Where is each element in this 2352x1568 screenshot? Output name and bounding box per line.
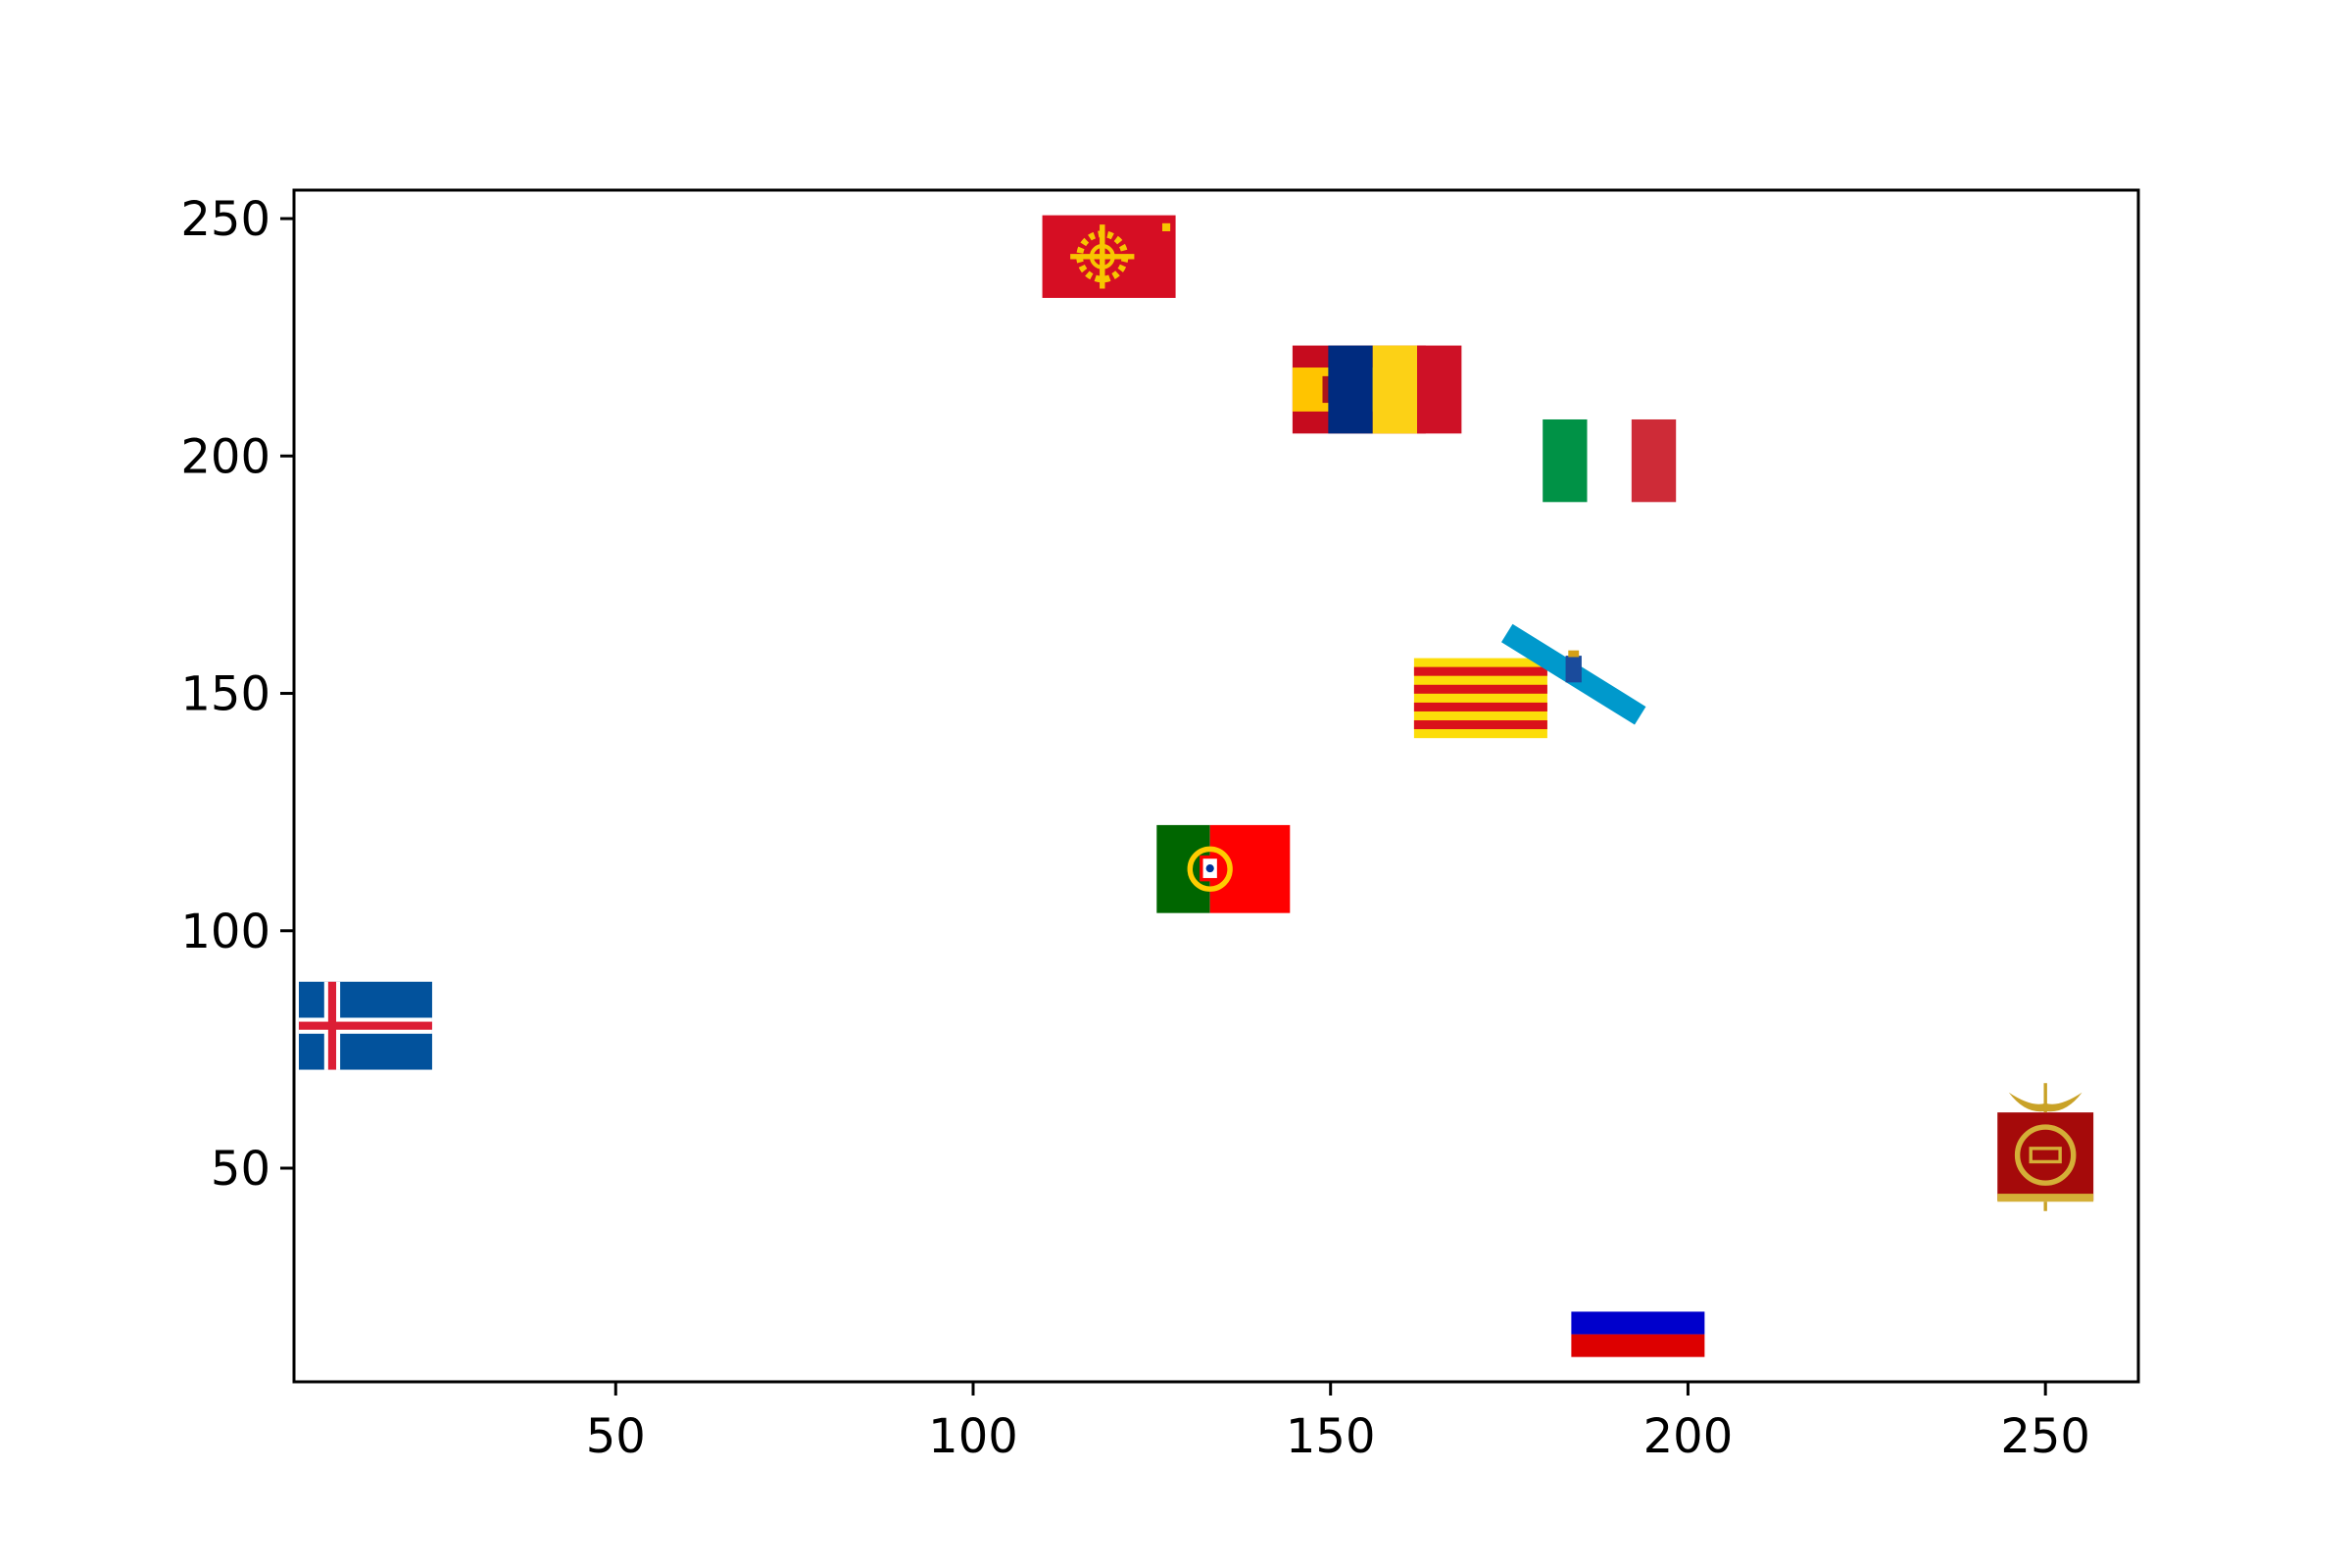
y-axis: 50 100 150 200 250 xyxy=(180,192,294,1197)
italy-flag xyxy=(1543,418,1677,503)
y-tick-label: 200 xyxy=(180,429,270,484)
occitania-flag xyxy=(1043,216,1176,298)
portugal-flag xyxy=(1156,825,1290,913)
x-tick-label: 50 xyxy=(586,1409,646,1464)
romansh-flag xyxy=(1571,1311,1705,1357)
catalonia-flag xyxy=(1413,658,1547,739)
iceland-flag xyxy=(298,981,432,1070)
x-tick-label: 250 xyxy=(2000,1409,2090,1464)
y-tick-label: 150 xyxy=(180,667,270,722)
x-tick-label: 150 xyxy=(1286,1409,1376,1464)
romania-flag xyxy=(1328,345,1462,434)
axes-frame xyxy=(292,188,2140,1384)
y-tick-label: 250 xyxy=(180,192,270,247)
x-tick-label: 100 xyxy=(928,1409,1018,1464)
x-tick-label: 200 xyxy=(1643,1409,1734,1464)
y-tick-label: 100 xyxy=(180,905,270,959)
y-tick-label: 50 xyxy=(211,1142,270,1197)
x-axis: 50 100 150 200 250 xyxy=(586,1382,2090,1464)
roman-vexillum-flag xyxy=(1997,1083,2093,1211)
plot-area xyxy=(298,216,2093,1357)
